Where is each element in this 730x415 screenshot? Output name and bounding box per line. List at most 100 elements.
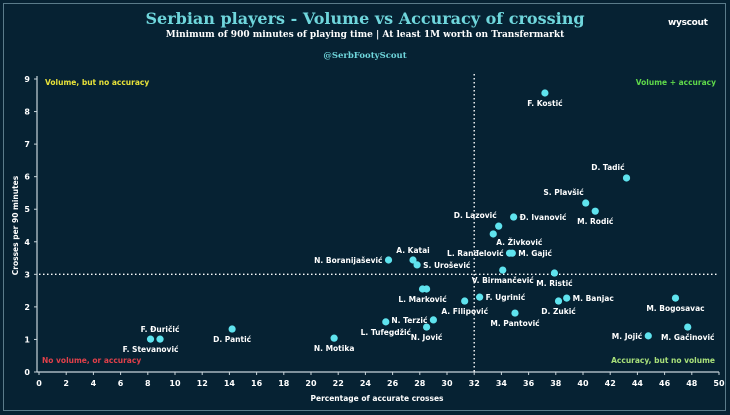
data-point-label: D. Pantić <box>213 335 252 344</box>
data-point-label: D. Tadić <box>591 163 625 172</box>
x-tick-label: 2 <box>63 379 69 388</box>
data-point-label: L. Tufegdžić <box>361 328 412 337</box>
data-point <box>541 89 549 97</box>
data-point-label: M. Ristić <box>536 279 573 288</box>
data-point <box>423 323 431 331</box>
data-point <box>508 249 516 257</box>
data-point-label: M. Pantović <box>490 319 540 328</box>
data-point-label: L. Ranđelović <box>447 249 504 258</box>
data-point-label: Đ. Ivanović <box>520 213 567 222</box>
data-point-label: N. Boranijašević <box>314 256 383 265</box>
data-point <box>409 256 417 264</box>
x-tick-label: 34 <box>496 379 508 388</box>
y-tick-label: 3 <box>24 270 30 279</box>
data-point <box>644 332 652 340</box>
data-point-label: N. Motika <box>314 344 355 353</box>
quadrant-label-bottom-left: No volume, or accuracy <box>42 356 141 365</box>
x-tick-label: 24 <box>360 379 372 388</box>
x-tick-label: 28 <box>414 379 426 388</box>
data-point <box>384 256 393 264</box>
data-point <box>550 269 559 277</box>
data-point <box>563 294 571 302</box>
data-point <box>461 297 469 305</box>
data-point-label: F. Stevanović <box>123 345 179 354</box>
x-tick-label: 30 <box>441 379 453 388</box>
quadrant-label-top-left: Volume, but no accuracy <box>45 78 149 87</box>
data-point-label: V. Birmančević <box>472 276 534 285</box>
data-point-label: D. Zukić <box>541 307 576 316</box>
data-point <box>156 335 164 343</box>
x-tick-label: 20 <box>305 379 317 388</box>
data-point-label: M. Gajić <box>518 249 552 258</box>
x-tick-label: 40 <box>577 379 589 388</box>
data-point-label: N. Terzić <box>391 316 428 325</box>
x-tick-label: 16 <box>251 379 263 388</box>
data-point <box>671 294 680 302</box>
data-point-label: D. Lazović <box>454 211 498 220</box>
wyscout-logo: wyscout <box>668 18 708 28</box>
data-point <box>554 297 563 305</box>
x-tick-label: 0 <box>36 379 42 388</box>
x-tick-label: 26 <box>387 379 399 388</box>
x-tick-label: 46 <box>659 379 671 388</box>
data-point-label: M. Gačinović <box>661 333 715 342</box>
chart-subtitle: Minimum of 900 minutes of playing time |… <box>165 30 565 40</box>
data-point-label: M. Jojić <box>612 332 643 341</box>
chart-title: Serbian players - Volume vs Accuracy of … <box>145 9 585 28</box>
data-point <box>582 199 590 207</box>
data-point <box>495 222 503 230</box>
x-tick-label: 32 <box>469 379 480 388</box>
data-point-label: F. Kostić <box>527 99 563 108</box>
x-tick-label: 42 <box>605 379 616 388</box>
data-point <box>510 213 518 221</box>
x-tick-label: 50 <box>713 379 725 388</box>
data-points: F. Kostić D. Tadić S. Plavšić M. Rodić Đ. Iv… <box>123 89 715 354</box>
data-point <box>684 323 692 331</box>
x-tick-label: 8 <box>145 379 151 388</box>
data-point-label: F. Đuričić <box>141 325 180 334</box>
data-point-label: F. Ugrinić <box>486 293 526 302</box>
data-point <box>591 207 599 215</box>
y-tick-label: 7 <box>24 140 30 149</box>
data-point-label: M. Bogosavac <box>646 304 704 313</box>
x-tick-label: 22 <box>333 379 344 388</box>
y-axis-label: Crosses per 90 minutes <box>11 175 20 275</box>
chart-frame <box>3 3 726 411</box>
x-axis-label: Percentage of accurate crosses <box>310 394 444 403</box>
x-tick-label: 12 <box>197 379 208 388</box>
quadrant-label-bottom-right: Accuracy, but no volume <box>611 356 715 365</box>
data-point <box>429 316 437 324</box>
data-point <box>146 335 155 343</box>
x-tick-label: 14 <box>224 379 236 388</box>
quadrant-labels: Volume, but no accuracy Volume + accuracy… <box>42 78 716 365</box>
data-point <box>511 309 519 317</box>
data-point <box>382 318 390 326</box>
y-tick-label: 5 <box>24 205 30 214</box>
x-tick-label: 6 <box>118 379 124 388</box>
y-tick-label: 1 <box>24 335 30 344</box>
data-point-label: S. Plavšić <box>543 188 584 197</box>
y-tick-label: 4 <box>24 238 30 247</box>
data-point <box>489 230 497 238</box>
data-point <box>423 285 431 293</box>
x-tick-label: 4 <box>91 379 97 388</box>
axes: 0 2 4 6 8 10 12 14 16 18 20 22 24 26 28 30 32 34 36 38 40 42 4… <box>24 75 725 388</box>
reference-lines <box>39 74 719 372</box>
y-tick-label: 8 <box>24 108 30 117</box>
data-point-label: S. Urošević <box>423 261 471 270</box>
data-point-label: N. Jović <box>411 333 443 342</box>
data-point-label: A. Katai <box>396 246 430 255</box>
x-tick-label: 36 <box>523 379 535 388</box>
x-tick-label: 10 <box>169 379 181 388</box>
data-point <box>499 266 507 274</box>
data-point <box>413 261 421 269</box>
quadrant-label-top-right: Volume + accuracy <box>636 78 716 87</box>
data-point <box>476 293 484 301</box>
x-tick-label: 38 <box>550 379 562 388</box>
x-tick-label: 18 <box>278 379 290 388</box>
author-handle: @SerbFootyScout <box>323 51 407 61</box>
y-tick-label: 0 <box>24 368 30 377</box>
x-tick-label: 44 <box>632 379 644 388</box>
data-point <box>228 325 236 333</box>
